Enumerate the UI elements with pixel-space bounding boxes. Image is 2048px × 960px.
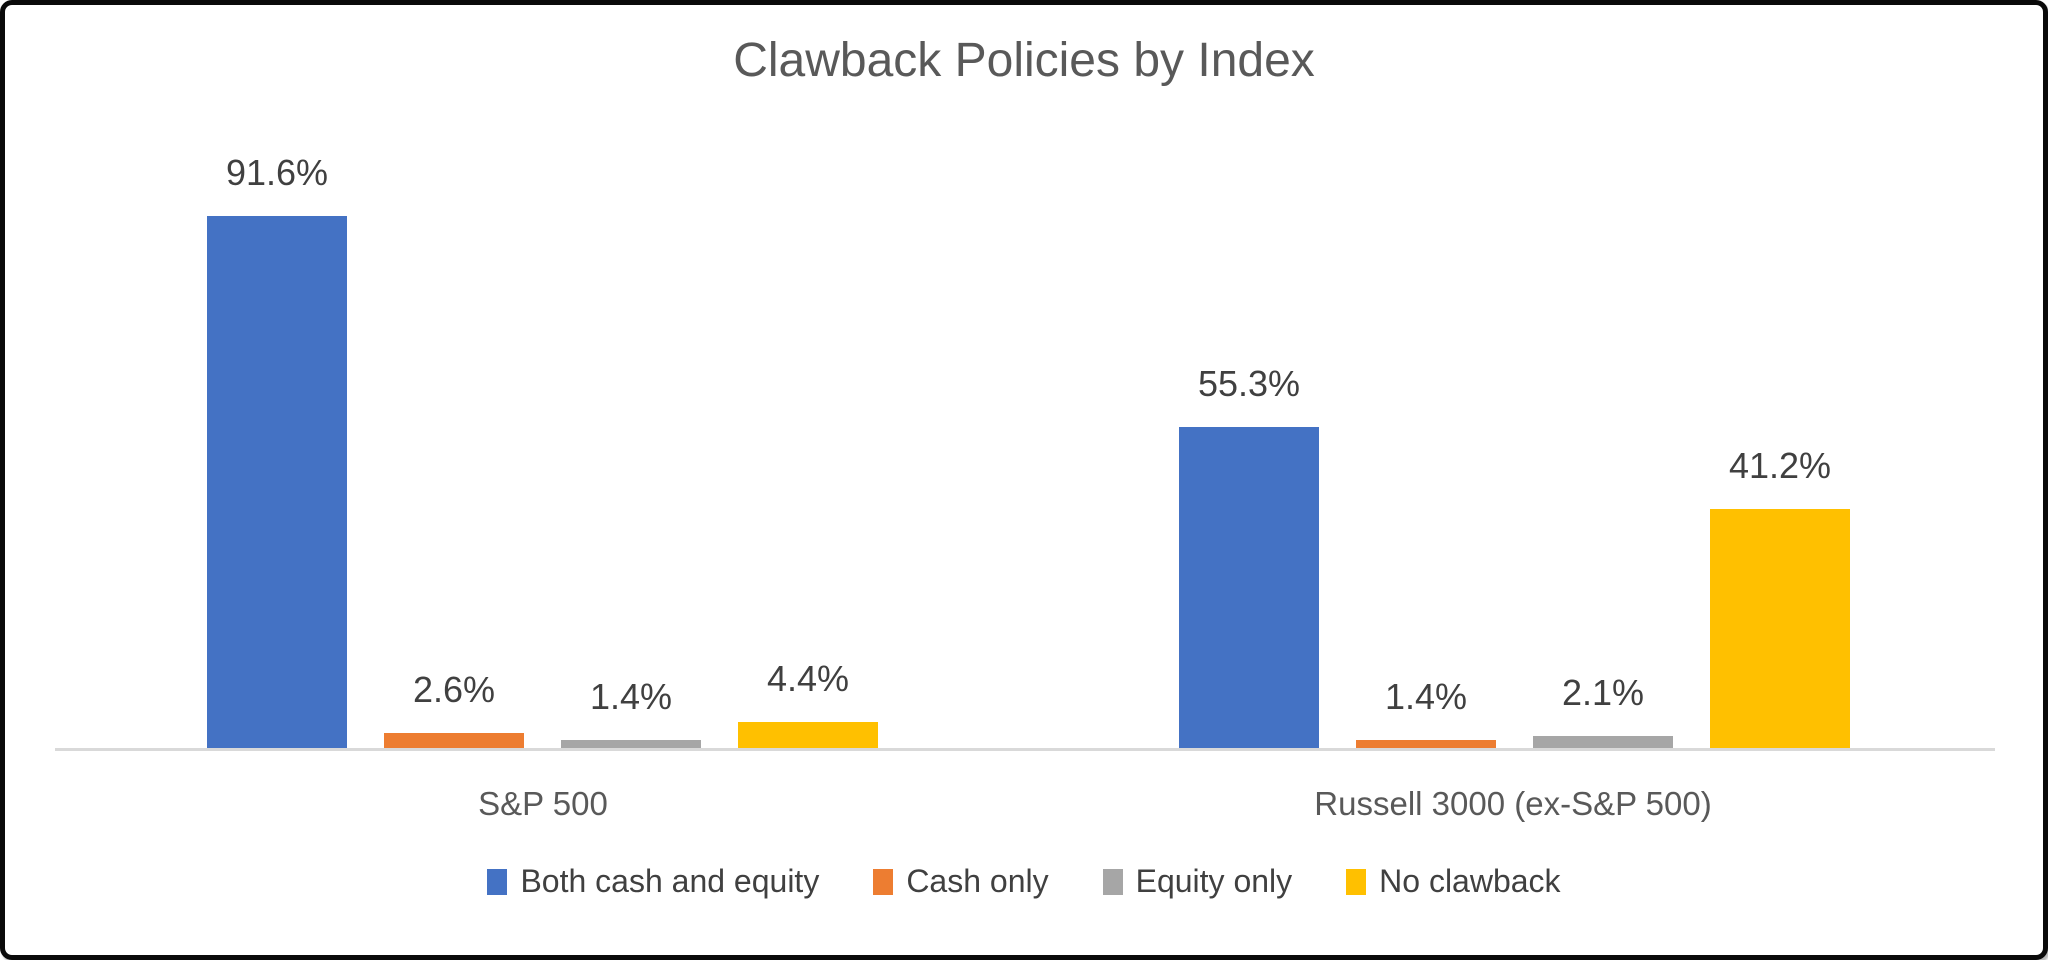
legend-swatch-yellow-icon <box>1346 868 1367 895</box>
legend-item-equity-only: Equity only <box>1102 863 1293 900</box>
chart-title: Clawback Policies by Index <box>733 34 1315 87</box>
category-label-russell3000: Russell 3000 (ex-S&P 500) <box>1314 785 1712 822</box>
legend-item-no-clawback: No clawback <box>1346 863 1561 900</box>
legend: Both cash and equity Cash only Equity on… <box>5 863 2043 900</box>
legend-swatch-blue-icon <box>487 868 508 895</box>
plot-area: 91.6% 2.6% 1.4% 4.4% 55.3% 1.4% 2.1% 41.2% S&P … <box>5 5 2043 955</box>
legend-swatch-orange-icon <box>873 868 894 895</box>
data-label: 1.4% <box>589 675 673 717</box>
bar-both-cash-and-equity: 91.6% <box>207 152 347 748</box>
x-axis-line <box>55 748 1995 751</box>
legend-swatch-gray-icon <box>1102 868 1123 895</box>
bar-equity-only: 2.1% <box>1533 672 1673 748</box>
bar-both-cash-and-equity: 55.3% <box>1179 363 1319 748</box>
legend-item-both-cash-and-equity: Both cash and equity <box>487 863 819 900</box>
legend-label: Equity only <box>1135 863 1293 899</box>
bar-cash-only: 1.4% <box>1356 676 1496 748</box>
data-label: 41.2% <box>1728 444 1832 486</box>
bar-cash-only: 2.6% <box>384 669 524 748</box>
data-label: 4.4% <box>766 658 850 700</box>
data-label: 91.6% <box>225 152 329 193</box>
legend-label: Both cash and equity <box>520 863 820 899</box>
data-label: 2.6% <box>412 668 496 710</box>
category-label-sp500: S&P 500 <box>478 785 608 822</box>
legend-label: Cash only <box>906 863 1049 899</box>
data-label: 1.4% <box>1384 675 1468 717</box>
data-label: 55.3% <box>1197 362 1301 404</box>
data-label: 2.1% <box>1561 671 1645 713</box>
legend-label: No clawback <box>1379 863 1561 899</box>
bar-equity-only: 1.4% <box>561 676 701 748</box>
bar-no-clawback: 41.2% <box>1710 445 1850 748</box>
legend-item-cash-only: Cash only <box>873 863 1049 900</box>
bar-no-clawback: 4.4% <box>738 658 878 748</box>
